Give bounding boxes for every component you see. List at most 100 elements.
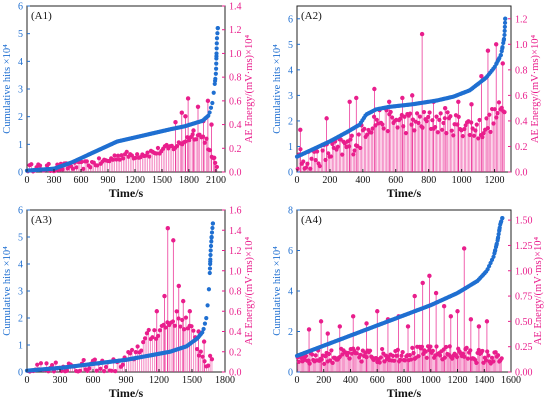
energy-point [208,353,213,358]
energy-point [129,347,135,353]
cumulative-hits-point [500,216,505,221]
x-tick-label: 400 [343,375,358,386]
y-right-tick-label: 1.0 [229,266,242,277]
energy-point [155,145,161,151]
energy-spike-point [364,321,369,326]
energy-point [328,154,334,159]
panel-a4: 0 200 400 600 800 1000 1200 1400 1600 0 2 4 6 8 0.00 0.… [272,206,544,401]
energy-series [25,96,220,174]
energy-point [381,126,386,131]
energy-point [303,165,309,170]
energy-point [49,363,55,368]
energy-point [196,353,202,358]
energy-point [133,155,138,160]
energy-spike-point [405,324,411,329]
cumulative-hits-point [210,221,215,226]
cumulative-hits-series [24,26,220,173]
energy-point [79,159,84,165]
energy-point [365,132,370,137]
x-tick-label: 900 [119,375,134,386]
cumulative-hits-point [494,241,499,246]
energy-point [460,133,465,139]
energy-point [389,115,395,120]
energy-point [433,124,438,130]
y-right-axis-title: AE Energy/(mV·ms)×10⁴ [244,237,255,346]
energy-point [152,328,157,333]
energy-spike-point [165,226,170,231]
x-axis-title: Time/s [109,186,144,200]
y-left-tick-label: 1 [18,341,23,352]
y-right-tick-label: 0.00 [515,368,533,379]
energy-point [313,353,318,358]
energy-spike-point [455,309,460,314]
energy-point [94,368,99,373]
x-axis-title: Time/s [387,386,422,400]
energy-point [427,110,432,115]
energy-point [133,349,138,355]
energy-point [476,136,481,141]
energy-point [172,323,177,328]
energy-point [408,111,413,116]
y-right-tick-label: 1.2 [229,246,242,257]
x-tick-label: 600 [86,375,101,386]
cumulative-hits-point [494,61,499,66]
energy-point [326,151,331,156]
energy-series [295,31,507,172]
cumulative-hits-point [206,113,211,118]
cumulative-hits-point [502,32,507,38]
cumulative-hits-point [212,81,217,87]
energy-point [434,114,439,119]
x-tick-label: 800 [421,175,436,186]
energy-point [449,128,454,133]
energy-point [301,159,306,164]
y-left-tick-label: 0 [18,368,23,379]
cumulative-hits-point [495,238,500,243]
energy-point [46,161,51,167]
energy-point [335,144,341,149]
energy-point [181,327,187,332]
energy-point [115,153,121,158]
energy-point [317,163,323,169]
cumulative-hits-point [502,28,507,33]
cumulative-hits-point [491,254,496,259]
energy-point [198,349,203,354]
energy-spike-point [476,324,482,329]
cumulative-hits-point [214,41,219,46]
energy-point [416,120,421,126]
energy-spike-point [400,95,405,101]
y-right-tick-label: 1.2 [229,25,242,36]
energy-point [206,363,211,368]
energy-point [441,120,446,126]
panel-label: (A3) [31,214,52,226]
energy-point [495,110,500,116]
cumulative-hits-point [215,31,220,36]
energy-point [96,156,102,161]
energy-point [502,110,507,115]
y-left-tick-label: 4 [18,260,23,271]
energy-point [480,348,485,354]
energy-point [409,122,414,127]
energy-point [147,154,152,159]
y-right-tick-label: 0.4 [515,116,528,127]
energy-point [60,167,65,172]
energy-point [194,137,199,142]
energy-point [358,352,363,358]
energy-point [77,368,83,373]
energy-point [202,359,207,364]
energy-point [495,353,501,358]
energy-spike-point [493,42,499,47]
y-right-tick-label: 1.0 [229,49,242,60]
energy-point [81,357,86,363]
cumulative-hits-point [208,257,213,262]
cumulative-hits-point [502,24,507,29]
energy-point [135,152,140,157]
y-right-tick-label: 0.0 [229,168,242,179]
energy-spike-point [468,317,474,322]
energy-spike-point [372,86,377,92]
energy-spike-point [347,99,352,104]
y-right-tick-label: 0.4 [229,327,242,338]
energy-spike-point [375,309,380,314]
energy-point [88,165,93,170]
energy-spike-point [212,155,217,160]
